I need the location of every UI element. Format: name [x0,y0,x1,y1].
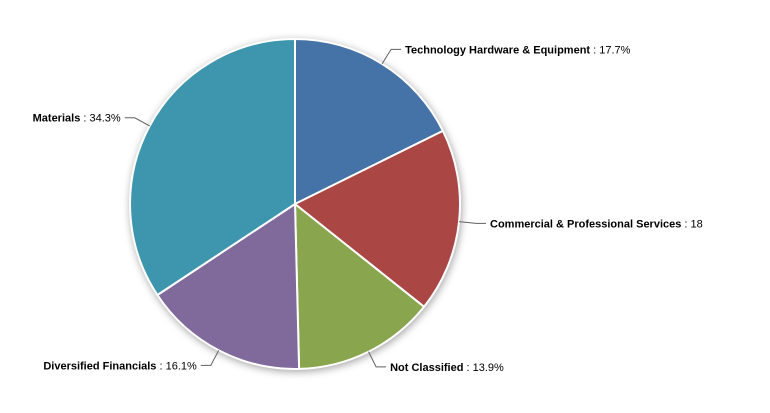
slice-label-value: : 34.3% [80,113,121,125]
slice-label-value: : 17.7% [590,44,631,56]
slice-label: Not Classified : 13.9% [390,362,504,374]
slice-label-name: Diversified Financials [43,360,156,372]
slice-label-name: Technology Hardware & Equipment [405,44,590,56]
slice-label-name: Commercial & Professional Services [490,218,681,230]
slice-label-name: Not Classified [390,362,463,374]
slice-label: Materials : 34.3% [33,113,121,125]
slice-label-value: : 18 [681,218,702,230]
label-connector-line [124,117,150,127]
slice-label: Commercial & Professional Services : 18 [490,218,703,230]
label-connector-line [381,48,402,65]
pie-slice[interactable] [294,129,461,308]
pie-slice[interactable] [156,203,301,370]
slice-label-name: Materials [33,113,81,125]
label-connector-line [200,350,220,366]
slice-label: Technology Hardware & Equipment : 17.7% [405,44,631,56]
slice-label: Diversified Financials : 16.1% [43,360,197,372]
slice-label-value: : 16.1% [156,360,197,372]
label-connector-line [459,221,486,224]
pie-labels-group: Technology Hardware & Equipment : 17.7% C… [33,44,703,374]
pie-slices-group [129,38,461,370]
slice-label-value: : 13.9% [463,362,504,374]
label-connector-line [368,351,387,368]
